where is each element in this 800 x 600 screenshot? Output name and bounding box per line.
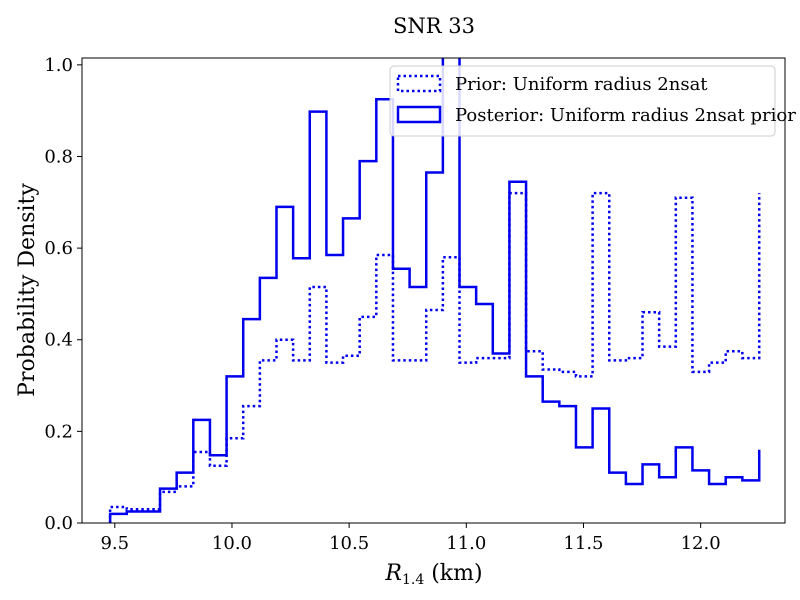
- x-axis-title: R1.4 (km): [384, 561, 482, 588]
- x-tick-label: 10.0: [212, 533, 252, 554]
- legend: Prior: Uniform radius 2nsat Posterior: U…: [389, 65, 796, 137]
- legend-swatch-posterior: [396, 105, 442, 124]
- y-tick-label: 1.0: [44, 55, 73, 76]
- legend-swatch-prior: [396, 74, 442, 93]
- x-tick-label: 10.5: [329, 533, 369, 554]
- prior-step-line: [108, 191, 761, 523]
- chart-title: SNR 33: [393, 14, 475, 38]
- x-axis: 9.5 10.0 10.5 11.0 11.5 12.0: [100, 523, 721, 554]
- y-tick-label: 0.4: [44, 330, 73, 351]
- x-tick-label: 12.0: [681, 533, 721, 554]
- x-axis-title-unit: (km): [424, 561, 482, 586]
- x-tick-label: 11.5: [563, 533, 603, 554]
- y-tick-label: 0.0: [44, 513, 73, 534]
- y-axis-title: Probability Density: [15, 183, 40, 397]
- y-tick-label: 0.8: [44, 146, 73, 167]
- posterior-step-line: [108, 58, 761, 523]
- x-tick-label: 11.0: [446, 533, 486, 554]
- legend-label-prior: Prior: Uniform radius 2nsat: [455, 74, 708, 95]
- legend-label-posterior: Posterior: Uniform radius 2nsat prior: [455, 105, 796, 126]
- x-axis-title-main: R: [384, 561, 402, 586]
- plot-frame: [81, 57, 786, 524]
- x-tick-label: 9.5: [100, 533, 129, 554]
- legend-box: [389, 65, 776, 137]
- series-layer: [108, 58, 761, 523]
- y-axis: 0.0 0.2 0.4 0.6 0.8 1.0: [44, 55, 82, 534]
- plot-area: [81, 57, 786, 524]
- y-tick-label: 0.6: [44, 238, 73, 259]
- y-tick-label: 0.2: [44, 421, 73, 442]
- x-axis-title-subscript: 1.4: [402, 572, 424, 588]
